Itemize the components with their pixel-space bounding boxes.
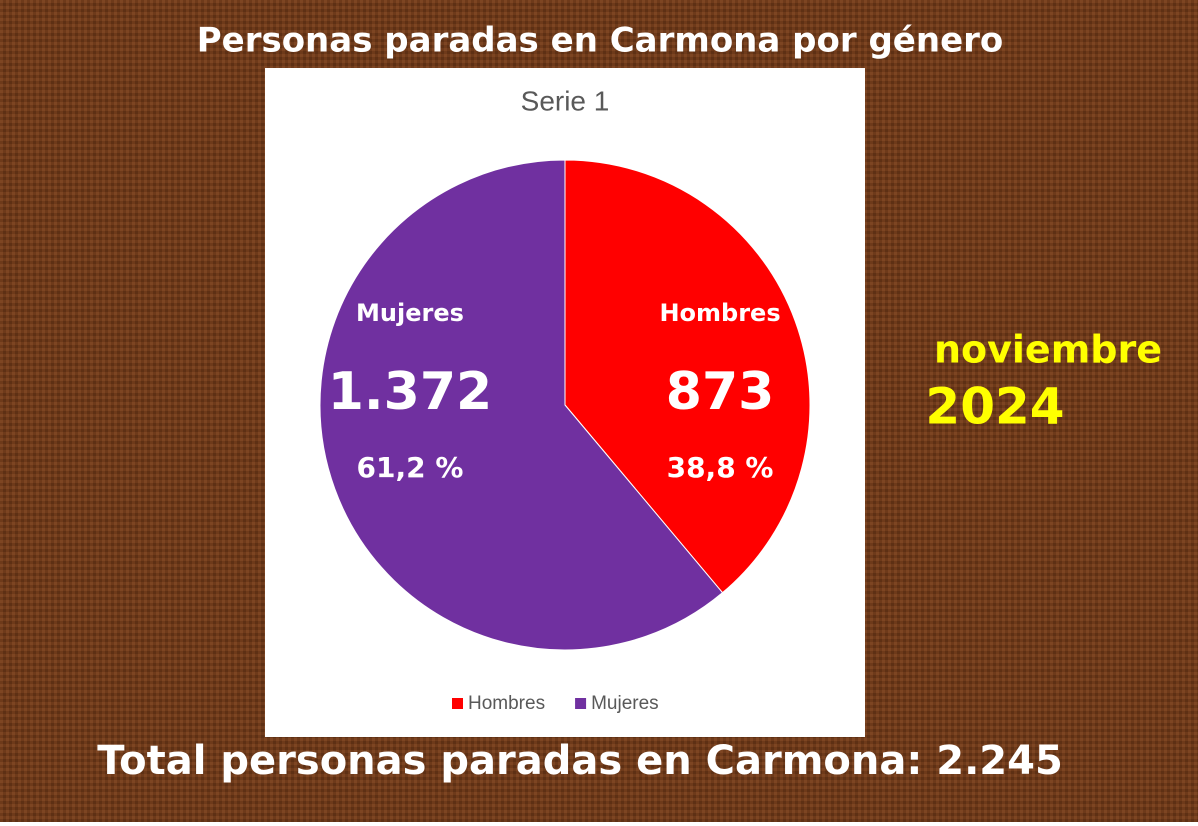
- slice-name: Mujeres: [356, 299, 464, 327]
- slice-value: 1.372: [328, 362, 492, 422]
- slice-percent: 38,8 %: [667, 451, 774, 484]
- legend-label: Mujeres: [591, 693, 659, 714]
- chart-title: Serie 1: [521, 85, 610, 116]
- pie: Hombres 873 38,8 % Mujeres 1.372 61,2 % Hombre…: [319, 159, 811, 714]
- slice-name: Hombres: [659, 299, 780, 327]
- total: Total personas paradas en Carmona: 2.245: [97, 738, 1063, 784]
- legend-label: Hombres: [468, 693, 545, 714]
- pie-slice: [319, 159, 724, 651]
- month: noviembre: [934, 328, 1162, 372]
- year: 2024: [925, 378, 1064, 436]
- legend-swatch: [575, 698, 587, 709]
- slice-percent: 61,2 %: [357, 451, 464, 484]
- legend-swatch: [452, 698, 463, 709]
- slice-value: 873: [666, 362, 775, 422]
- page-title: Personas paradas en Carmona por género: [197, 21, 1004, 61]
- pie-slice: [564, 159, 811, 594]
